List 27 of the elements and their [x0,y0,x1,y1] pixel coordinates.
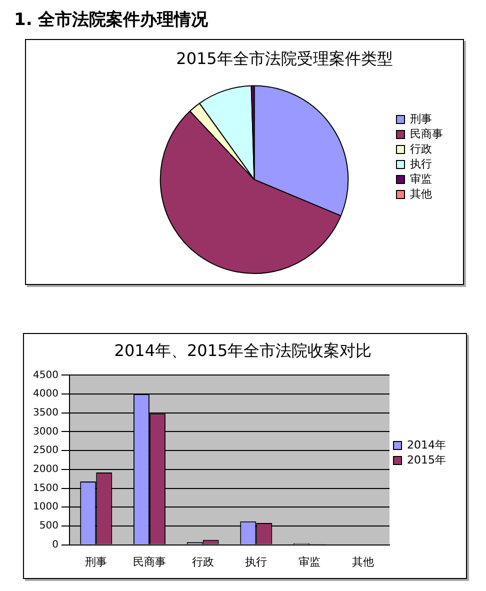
y-tick-label: 1000 [32,502,58,513]
x-tick-label: 其他 [352,555,374,568]
text: 1. 全市法院案件办理情况 [14,9,210,31]
y-tick-label: 2000 [32,464,58,476]
legend-label: 民商事 [410,127,443,140]
x-tick-label: 审监 [298,555,320,568]
chart-title: 2015年全市法院受理案件类型 [176,48,393,68]
y-tick-label: 1500 [32,482,58,494]
legend-label: 行政 [410,142,432,156]
x-tick-label: 民商事 [132,555,166,568]
legend-label: 2015年 [407,453,446,466]
y-tick-label: 500 [39,520,58,532]
legend-label: 审监 [410,172,432,186]
x-tick-label: 刑事 [85,555,108,568]
y-tick-label: 3500 [32,407,58,418]
legend-label: 刑事 [410,112,432,126]
legend-label: 2014年 [407,438,446,452]
y-tick-label: 0 [52,539,58,550]
y-tick-label: 4000 [32,388,58,400]
y-tick-label: 3000 [32,426,58,438]
y-tick-label: 2500 [32,445,58,456]
x-tick-label: 执行 [245,555,268,568]
legend-label: 其他 [410,187,432,200]
legend-label: 执行 [410,157,432,170]
chart-title: 2014年、2015年全市法院收案对比 [114,340,372,360]
x-tick-label: 行政 [192,555,214,568]
y-tick-label: 4500 [32,370,58,381]
